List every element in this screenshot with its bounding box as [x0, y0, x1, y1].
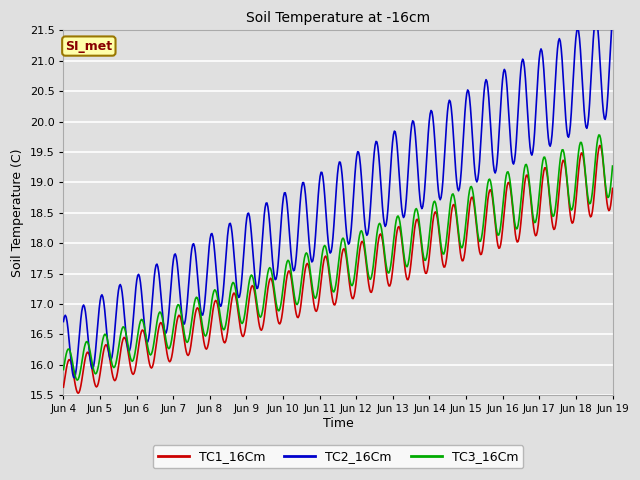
- Text: SI_met: SI_met: [65, 39, 113, 53]
- X-axis label: Time: Time: [323, 417, 353, 430]
- Title: Soil Temperature at -16cm: Soil Temperature at -16cm: [246, 11, 430, 25]
- Legend: TC1_16Cm, TC2_16Cm, TC3_16Cm: TC1_16Cm, TC2_16Cm, TC3_16Cm: [152, 445, 524, 468]
- Y-axis label: Soil Temperature (C): Soil Temperature (C): [11, 149, 24, 277]
